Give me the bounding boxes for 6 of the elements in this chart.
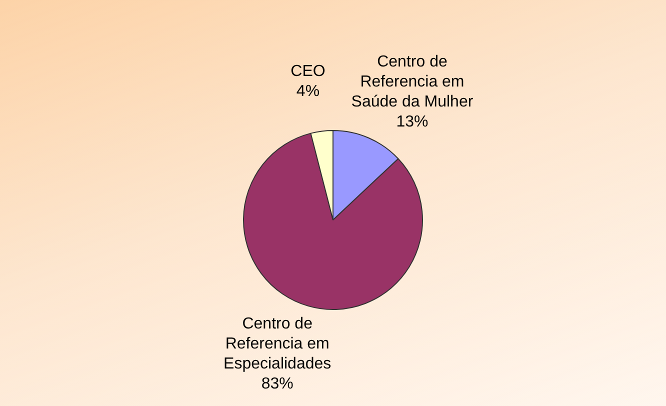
slice-label: Centro de Referencia em Saúde da Mulher [351, 53, 474, 110]
data-label: 13% [396, 113, 428, 130]
slice-label: CEO [290, 63, 326, 80]
data-label: 4% [296, 83, 320, 100]
slice-label: Centro de Referencia em Especialidades [224, 315, 332, 372]
data-label: 83% [261, 375, 294, 392]
